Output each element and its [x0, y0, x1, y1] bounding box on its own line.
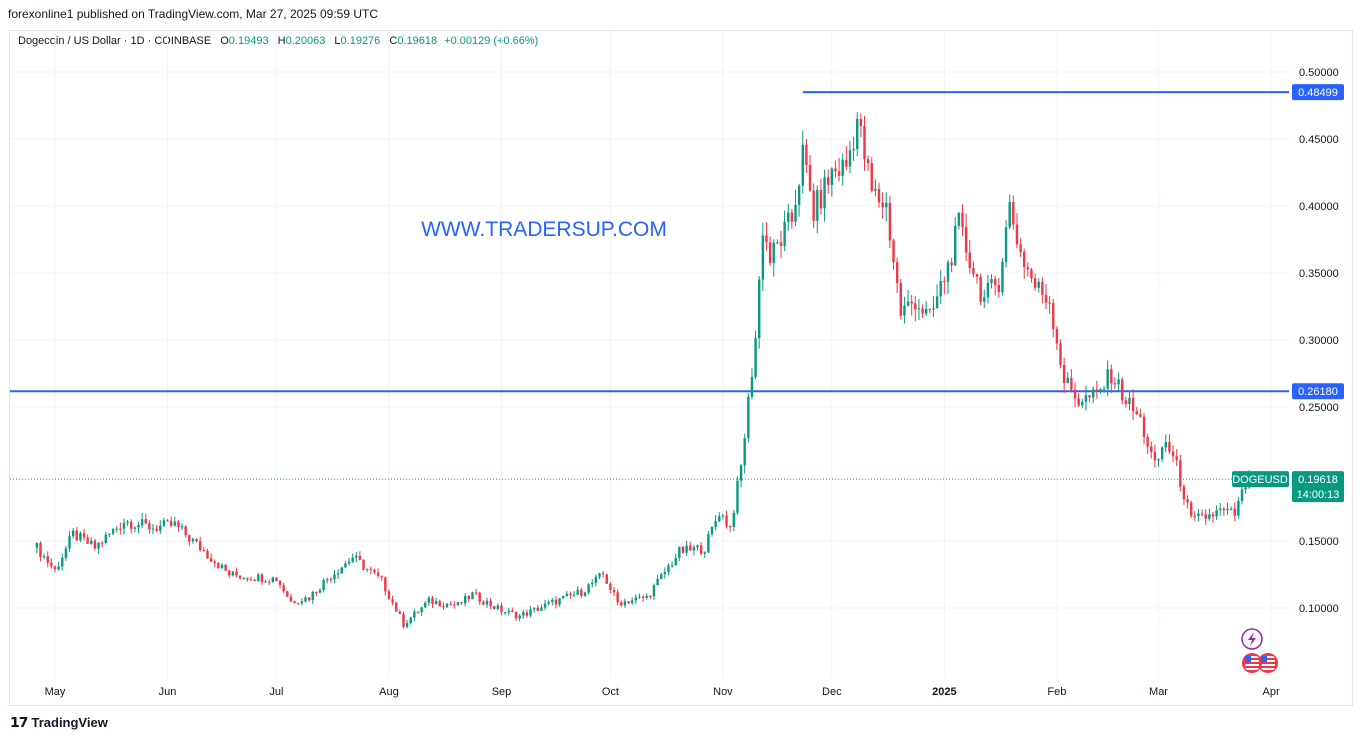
- chart-frame[interactable]: [9, 30, 1353, 706]
- tradingview-logo-icon: 𝟭𝟳: [10, 714, 29, 730]
- high-value: 0.20063: [285, 35, 326, 47]
- brand-name: TradingView: [31, 715, 108, 730]
- symbol-legend: Dogecoin / US Dollar · 1D · COINBASE O0.…: [18, 35, 538, 47]
- open-value: 0.19493: [228, 35, 269, 47]
- low-label: L: [334, 35, 341, 47]
- high-label: H: [277, 35, 286, 47]
- publish-info: forexonline1 published on TradingView.co…: [8, 7, 379, 21]
- low-value: 0.19276: [340, 35, 381, 47]
- symbol-name: Dogecoin / US Dollar · 1D · COINBASE: [18, 35, 212, 47]
- tradingview-brand[interactable]: 𝟭𝟳 TradingView: [10, 714, 108, 731]
- open-label: O: [220, 35, 229, 47]
- close-value: 0.19618: [397, 35, 438, 47]
- change-value: +0.00129 (+0.66%): [444, 35, 539, 47]
- close-label: C: [389, 35, 398, 47]
